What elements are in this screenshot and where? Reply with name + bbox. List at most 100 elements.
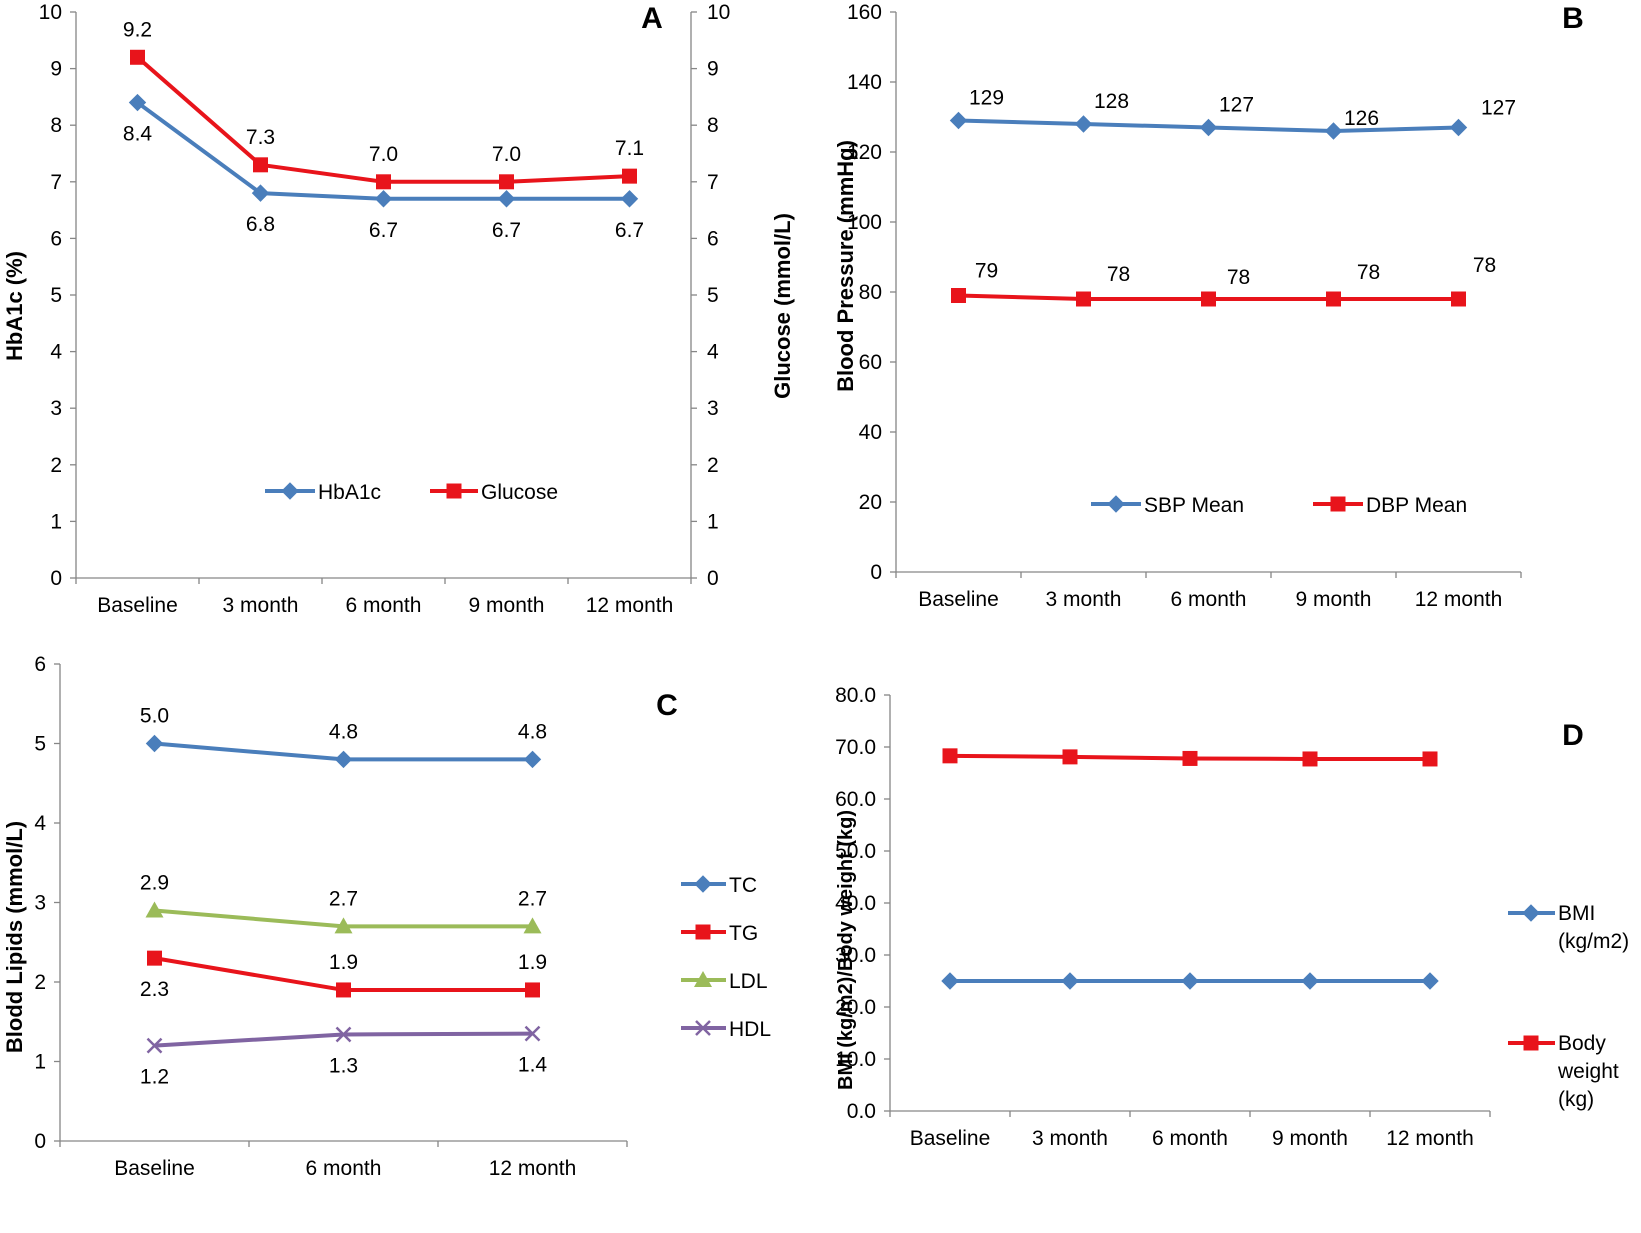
panel-b-point-dbp-mean: [1451, 291, 1466, 307]
panel-d-series-bmi-kg-m2: [941, 972, 1439, 990]
panel-d-x-ticks: Baseline 3 month 6 month 9 month 12 month: [889, 1111, 1491, 1150]
legend-marker-square: [1523, 1035, 1539, 1051]
panel-c-data-label-tg: 1.9: [518, 951, 547, 974]
panel-a-point-hba1c: [251, 184, 270, 202]
legend-label-ldl: LDL: [729, 970, 768, 993]
panel-b-data-label-dbp-mean: 78: [1357, 261, 1380, 284]
panel-a-data-label-glucose: 7.0: [369, 143, 398, 166]
legend-label-hba1c: HbA1c: [318, 481, 381, 504]
panel-c-x-tick-label: 12 month: [489, 1157, 577, 1180]
legend-swatch-marker: [446, 483, 462, 499]
panel-d-point-bmi-kg-m2: [1301, 972, 1319, 990]
panel-a-y-tick-label: 5: [50, 284, 62, 307]
panel-a-data-label-glucose: 7.1: [615, 137, 644, 160]
panel-d-x-tick-label: 9 month: [1272, 1127, 1348, 1150]
legend-marker-diamond: [281, 482, 299, 500]
panel-c-point-hdl: [335, 1026, 352, 1043]
legend-swatch-marker: [695, 924, 711, 940]
panel-a-legend: HbA1c Glucose: [265, 481, 558, 504]
panel-b-y-tick-label: 140: [847, 71, 882, 94]
legend-swatch-marker: [694, 971, 712, 987]
legend-label-glucose: Glucose: [481, 481, 558, 504]
panel-a-y-tick-label: 6: [50, 227, 62, 250]
panel-c-y-tick-label: 4: [34, 812, 46, 835]
legend-marker-triangle: [694, 971, 712, 987]
panel-a-data-label-hba1c: 6.7: [615, 219, 644, 242]
panel-b-legend: SBP Mean DBP Mean: [1091, 494, 1467, 517]
panel-d-axes: [889, 695, 1490, 1112]
panel-c-series-tc: 5.0 4.8 4.8: [140, 705, 547, 769]
panel-c-y-tick-label: 2: [34, 971, 46, 994]
panel-c-point-tc: [523, 750, 542, 769]
panel-c-data-label-tc: 5.0: [140, 705, 169, 728]
panel-c-y-tick-label: 5: [34, 733, 46, 756]
panel-c-data-label-ldl: 2.9: [140, 871, 169, 894]
panel-a-point-glucose: [499, 174, 514, 190]
panel-d-x-tick-label: Baseline: [910, 1127, 991, 1150]
legend-label-bmi-line1: BMI: [1558, 902, 1595, 925]
panel-c-data-label-hdl: 1.4: [518, 1054, 548, 1077]
panel-a-y2-ticks: 0 1 2 3 4 5 6 7 8 9 10: [691, 1, 730, 590]
legend-swatch-marker: [694, 875, 712, 893]
panel-b-data-label-sbp-mean: 128: [1094, 90, 1129, 113]
legend-marker-x: [695, 1020, 711, 1036]
panel-a-y-tick-label: 1: [50, 510, 62, 533]
panel-a-y2-tick-label: 7: [707, 171, 719, 194]
panel-a-data-label-hba1c: 6.7: [492, 219, 521, 242]
panel-c-y-axis-title: Blodd Lipids (mmol/L): [2, 821, 27, 1053]
panel-c-y-tick-label: 6: [34, 653, 46, 676]
panel-b-y-tick-label: 80: [859, 281, 882, 304]
legend-marker-square: [695, 924, 711, 940]
legend-item-sbp-mean: SBP Mean: [1091, 494, 1244, 517]
panel-b-data-label-dbp-mean: 79: [975, 260, 998, 283]
panel-a-point-hba1c: [620, 190, 639, 208]
panel-a-y-tick-label: 9: [50, 58, 62, 81]
panel-a-data-label-hba1c: 8.4: [123, 123, 153, 146]
panel-b-point-dbp-mean: [1326, 291, 1341, 307]
panel-c-x-tick-label: Baseline: [114, 1157, 195, 1180]
panel-d-x-tick-label: 12 month: [1386, 1127, 1474, 1150]
panel-b-axes: [895, 12, 1521, 573]
panel-c-x-tick-label: 6 month: [306, 1157, 382, 1180]
panel-a-y2-tick-label: 6: [707, 227, 719, 250]
panel-c-data-label-tc: 4.8: [329, 720, 358, 743]
legend-marker-square: [446, 483, 462, 499]
panel-c-y-tick-label: 3: [34, 892, 46, 915]
legend-marker-diamond: [1522, 904, 1540, 922]
panel-a-data-label-hba1c: 6.7: [369, 219, 398, 242]
panel-d-point-body-weight-kg: [1182, 750, 1198, 766]
panel-d-series: [941, 748, 1439, 990]
panel-a-data-label-glucose: 9.2: [123, 18, 152, 41]
legend-item-tg: TG: [681, 922, 758, 945]
panel-a-point-hba1c: [497, 190, 516, 208]
panel-d-x-tick-label: 6 month: [1152, 1127, 1228, 1150]
panel-a-y2-tick-label: 8: [707, 114, 719, 137]
panel-b-x-tick-label: 3 month: [1046, 588, 1122, 611]
legend-label-sbp-mean: SBP Mean: [1144, 494, 1244, 517]
panel-a-x-tick-label: 12 month: [586, 594, 674, 617]
panel-c-data-label-tg: 2.3: [140, 978, 169, 1001]
panel-a-y2-tick-label: 1: [707, 510, 719, 533]
legend-swatch-marker: [281, 482, 299, 500]
panel-a-x-tick-label: 6 month: [346, 594, 422, 617]
panel-a-point-glucose: [253, 157, 268, 173]
panel-b-data-label-dbp-mean: 78: [1107, 263, 1130, 286]
panel-c-y-ticks: 0 1 2 3 4 5 6: [34, 653, 60, 1153]
panel-b-y-tick-label: 160: [847, 1, 882, 24]
panel-a-y-tick-label: 10: [39, 1, 62, 24]
panel-a-x-ticks: Baseline 3 month 6 month 9 month 12 month: [75, 578, 692, 617]
panel-d-y-tick-label: 80.0: [835, 684, 876, 707]
legend-item-body-weight: Body weight (kg): [1508, 1032, 1619, 1111]
panel-a-y-ticks: 0 1 2 3 4 5 6 7 8 9 10: [39, 1, 76, 590]
panel-c-data-label-tc: 4.8: [518, 720, 547, 743]
panel-b-blood-pressure-chart: B 0 20 40 60 80 100 120 140 160 Baseline 3 month 6…: [833, 1, 1584, 611]
panel-b-y-tick-label: 120: [847, 141, 882, 164]
panel-a-x-tick-label: 9 month: [469, 594, 545, 617]
panel-b-x-ticks: Baseline 3 month 6 month 9 month 12 month: [895, 572, 1522, 611]
legend-item-hba1c: HbA1c: [265, 481, 381, 504]
panel-c-data-label-ldl: 2.7: [518, 887, 547, 910]
panel-d-y-tick-label: 20.0: [835, 996, 876, 1019]
panel-c-legend: TC TG LDL HDL: [681, 874, 771, 1041]
panel-b-point-sbp-mean: [1199, 118, 1218, 137]
panel-c-blood-lipids-chart: C 0 1 2 3 4 5 6 Baseline 6 month 12 month 5.0 4.8…: [2, 653, 771, 1180]
